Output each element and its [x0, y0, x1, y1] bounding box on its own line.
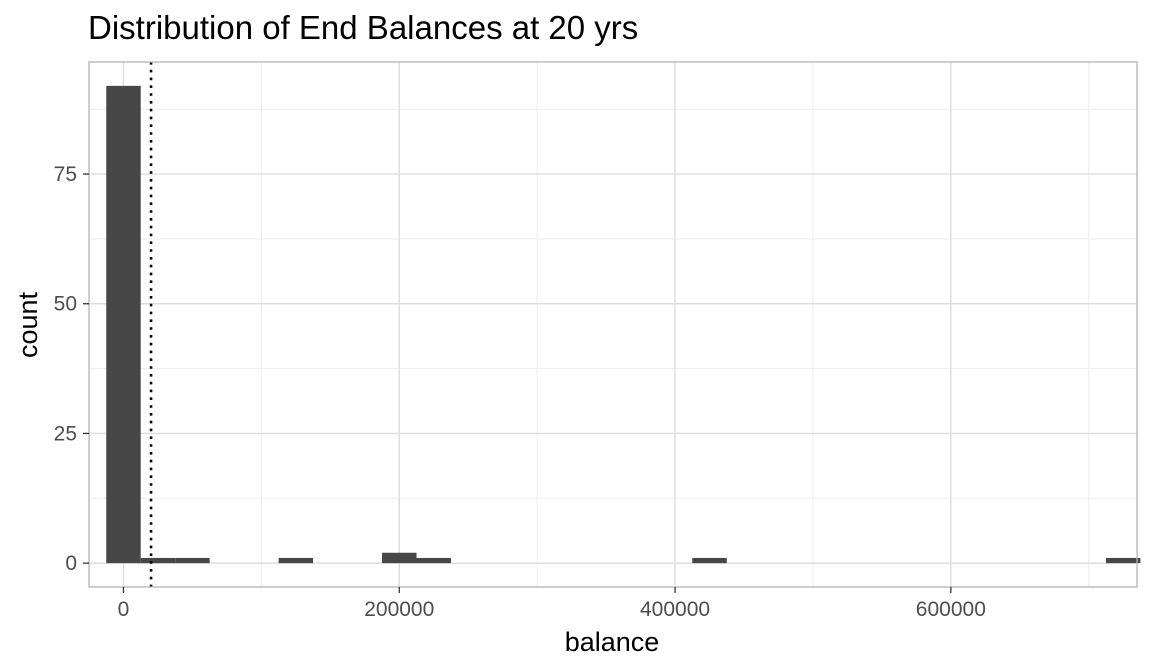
y-axis-ticks: 0 25 50 75 — [54, 163, 89, 575]
histogram-bar — [416, 557, 451, 564]
x-axis-title: balance — [565, 627, 660, 657]
histogram-bar — [1105, 557, 1141, 564]
x-tick-label: 0 — [118, 598, 130, 621]
x-tick-label: 600000 — [916, 598, 986, 621]
y-tick-label: 0 — [65, 552, 77, 575]
histogram-bar — [382, 552, 417, 564]
y-tick-label: 25 — [54, 422, 77, 445]
chart-title: Distribution of End Balances at 20 yrs — [88, 9, 638, 46]
y-axis-title: count — [13, 291, 43, 358]
grid-major — [89, 62, 1137, 587]
x-tick-label: 400000 — [640, 598, 710, 621]
bars — [106, 85, 1141, 564]
histogram-bar — [692, 557, 727, 564]
grid-minor — [89, 62, 1137, 587]
histogram-bar — [175, 557, 210, 564]
panel-border — [88, 61, 1138, 588]
histogram-bar — [140, 557, 176, 564]
histogram-bar — [106, 85, 141, 564]
histogram-bar — [278, 557, 314, 564]
y-tick-label: 75 — [54, 163, 77, 186]
x-axis-ticks: 0 200000 400000 600000 — [118, 587, 986, 621]
x-tick-label: 200000 — [364, 598, 434, 621]
y-tick-label: 50 — [54, 293, 77, 316]
